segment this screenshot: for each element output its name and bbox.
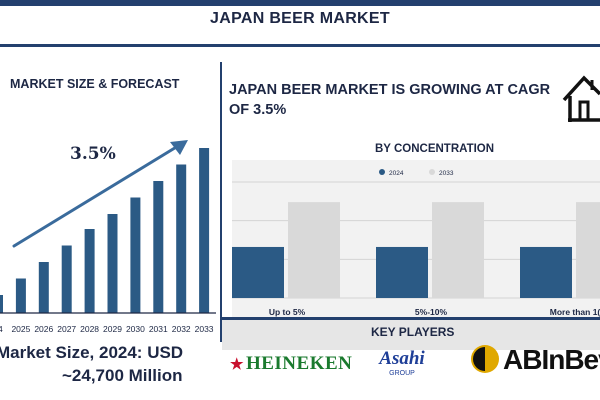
- title-bar: [0, 6, 600, 47]
- page-title: JAPAN BEER MARKET: [210, 10, 390, 27]
- forecast-tick-label: 2028: [80, 324, 99, 334]
- heineken-logo: ★ HEINEKEN: [230, 353, 352, 375]
- abinbev-mark-icon: [471, 345, 499, 373]
- forecast-bar: [107, 214, 118, 313]
- heineken-star-icon: ★: [230, 357, 244, 373]
- forecast-bar: [176, 164, 187, 313]
- concentration-bar: [376, 246, 428, 298]
- forecast-bar: [61, 245, 72, 313]
- concentration-chart-title: BY CONCENTRATION: [375, 143, 495, 155]
- abinbev-logo-text: ABInBev: [503, 344, 600, 375]
- market-size-value-line1: Market Size, 2024: USD: [0, 343, 184, 362]
- forecast-bar: [84, 229, 95, 313]
- concentration-bar: [520, 246, 572, 298]
- forecast-bar: [153, 181, 164, 313]
- forecast-tick-label: 2032: [172, 324, 191, 334]
- heineken-logo-text: HEINEKEN: [245, 353, 353, 374]
- legend-label: 2033: [439, 170, 454, 177]
- panel-divider: [220, 62, 222, 342]
- house-icon: [562, 75, 600, 122]
- cagr-heading: JAPAN BEER MARKET IS GROWING AT CAGR OF …: [229, 82, 551, 118]
- forecast-bar: [199, 148, 210, 313]
- concentration-tick-label: Up to 5%: [269, 307, 306, 317]
- concentration-bar-chart: 2024 2033 Up to 5% 5%-10% More than 1(: [232, 169, 600, 317]
- concentration-tick-label: 5%-10%: [415, 307, 448, 317]
- asahi-logo-text: Asahi: [379, 348, 425, 369]
- key-players-title: KEY PLAYERS: [371, 325, 455, 339]
- forecast-bar: [15, 278, 26, 313]
- concentration-bar: [232, 246, 284, 298]
- legend-label: 2024: [389, 170, 404, 177]
- asahi-logo: Asahi GROUP: [377, 348, 427, 390]
- concentration-tick-label: More than 1(: [550, 307, 600, 317]
- forecast-tick-label: 2029: [103, 324, 122, 334]
- market-size-heading: MARKET SIZE & FORECAST: [10, 77, 180, 91]
- top-accent-strip: [0, 0, 600, 6]
- key-players-bar: [222, 317, 600, 350]
- concentration-bar: [576, 202, 600, 298]
- legend-swatch: [379, 169, 385, 175]
- market-size-value-line2: ~24,700 Million: [62, 366, 183, 385]
- trend-arrow: [12, 140, 188, 248]
- forecast-tick-label: 2026: [34, 324, 53, 334]
- asahi-group-text: GROUP: [389, 370, 415, 377]
- concentration-bar: [432, 202, 484, 298]
- forecast-tick-label: 2025: [11, 324, 30, 334]
- forecast-bar: [0, 295, 3, 313]
- growth-rate-annotation: 3.5%: [70, 144, 116, 164]
- forecast-bar-chart: 24 2025 2026 2027 2028 2029 2030 2031 2032 2033: [0, 140, 216, 334]
- legend-swatch: [429, 169, 435, 175]
- forecast-tick-label: 2031: [149, 324, 168, 334]
- concentration-bar: [288, 202, 340, 298]
- forecast-bar: [38, 262, 49, 313]
- forecast-tick-label: 2027: [57, 324, 76, 334]
- forecast-bar: [130, 197, 141, 313]
- forecast-tick-label: 2030: [126, 324, 145, 334]
- forecast-tick-label: 24: [0, 324, 3, 334]
- forecast-tick-label: 2033: [195, 324, 214, 334]
